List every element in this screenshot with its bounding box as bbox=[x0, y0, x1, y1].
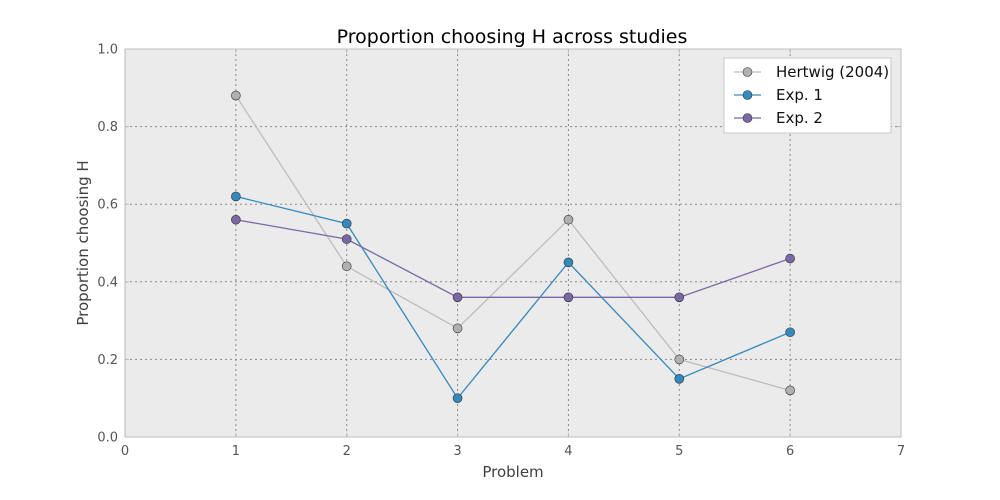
plot-frame bbox=[124, 48, 902, 438]
series-group bbox=[231, 191, 795, 404]
axis-ticks: 0 1 2 3 4 5 6 7 0.0 0.2 0.4 0.6 0.8 1.0 bbox=[97, 43, 905, 460]
x-tick-label: 2 bbox=[343, 444, 351, 459]
data-point bbox=[341, 261, 352, 272]
x-tick-label: 3 bbox=[453, 444, 461, 459]
legend-marker bbox=[742, 90, 753, 100]
legend-label: Exp. 2 bbox=[776, 109, 823, 127]
data-point bbox=[563, 214, 574, 225]
series-group bbox=[231, 90, 795, 396]
y-tick-label: 0.6 bbox=[97, 198, 118, 213]
y-tick-label: 0.2 bbox=[97, 353, 118, 368]
y-tick-label: 1.0 bbox=[97, 43, 118, 58]
series-line bbox=[235, 219, 791, 298]
legend-label: Exp. 1 bbox=[776, 86, 823, 104]
legend-label: Hertwig (2004) bbox=[776, 63, 889, 81]
legend: Hertwig (2004) Exp. 1 Exp. 2 bbox=[723, 57, 892, 134]
y-axis-label: Proportion choosing H bbox=[74, 160, 92, 325]
y-tick-label: 0.4 bbox=[97, 275, 118, 290]
data-point bbox=[563, 257, 574, 268]
series-layer bbox=[231, 90, 795, 404]
y-tick-label: 0.8 bbox=[97, 120, 118, 135]
series-line bbox=[235, 195, 791, 400]
data-point bbox=[452, 323, 463, 334]
series-line bbox=[235, 95, 791, 392]
legend-marker bbox=[742, 113, 753, 123]
data-point bbox=[341, 218, 352, 229]
data-point bbox=[452, 292, 463, 303]
data-point bbox=[341, 234, 352, 244]
x-tick-label: 0 bbox=[121, 444, 129, 459]
x-tick-label: 4 bbox=[564, 444, 572, 459]
series-group bbox=[231, 214, 795, 303]
data-point bbox=[785, 253, 795, 264]
legend-marker bbox=[742, 67, 753, 77]
data-point bbox=[563, 292, 574, 303]
x-tick-label: 1 bbox=[232, 444, 240, 459]
x-tick-label: 6 bbox=[786, 444, 794, 459]
data-point bbox=[674, 373, 685, 384]
data-point bbox=[452, 393, 463, 404]
x-axis-label: Problem bbox=[482, 463, 543, 481]
data-point bbox=[785, 327, 795, 338]
y-tick-label: 0.0 bbox=[97, 431, 118, 446]
data-point bbox=[231, 90, 241, 101]
data-point bbox=[674, 292, 685, 303]
data-point bbox=[674, 354, 685, 365]
x-tick-label: 7 bbox=[897, 444, 905, 459]
chart-title: Proportion choosing H across studies bbox=[337, 26, 688, 48]
data-point bbox=[231, 214, 241, 225]
data-point bbox=[231, 191, 241, 202]
data-point bbox=[785, 385, 795, 396]
x-tick-label: 5 bbox=[675, 444, 683, 459]
